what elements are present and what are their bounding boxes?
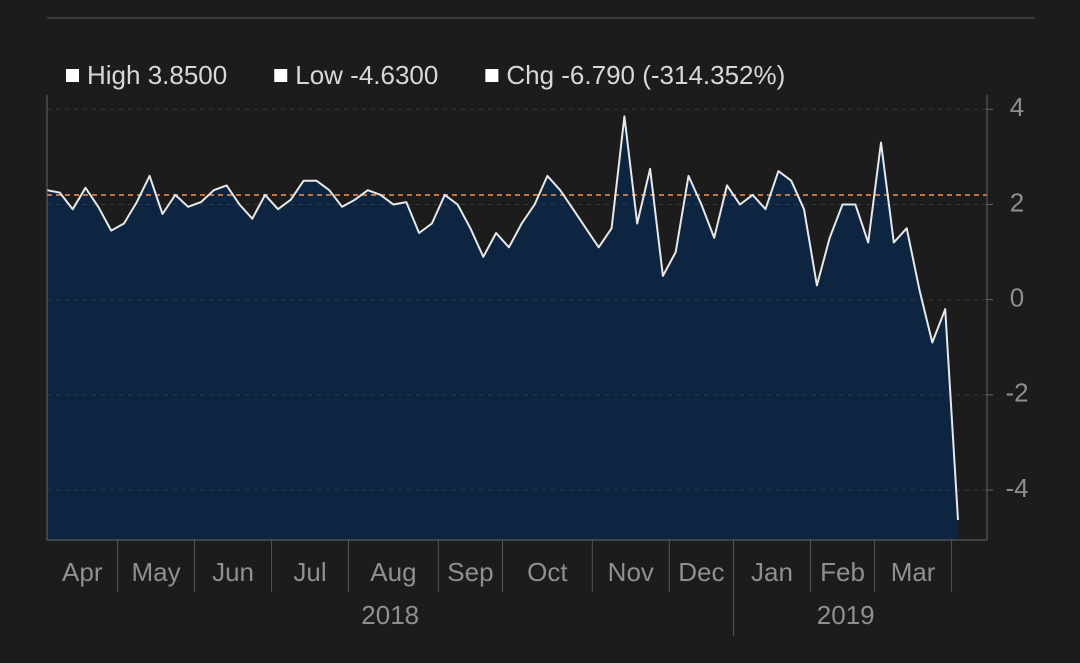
legend-entry: High 3.8500 (87, 60, 227, 90)
x-tick-label: Sep (447, 557, 493, 587)
legend-swatch (485, 69, 499, 82)
legend-swatch (66, 69, 79, 82)
year-label: 2019 (817, 600, 875, 630)
x-tick-label: Jun (212, 557, 254, 587)
legend-entry: Chg -6.790 (-314.352%) (506, 60, 785, 90)
x-tick-label: May (132, 557, 181, 587)
year-label: 2018 (361, 600, 419, 630)
x-tick-label: Mar (891, 557, 936, 587)
x-tick-label: Feb (820, 557, 865, 587)
x-tick-label: Dec (678, 557, 724, 587)
y-tick-label: 2 (1010, 187, 1024, 217)
area-fill (47, 116, 958, 541)
legend-entry: Low -4.6300 (295, 60, 438, 90)
x-tick-label: Apr (62, 557, 103, 587)
y-tick-label: -4 (1005, 473, 1028, 503)
x-tick-label: Nov (608, 557, 654, 587)
y-tick-label: -2 (1005, 378, 1028, 408)
y-tick-label: 4 (1010, 92, 1024, 122)
x-tick-label: Oct (527, 557, 568, 587)
line (46, 115, 959, 521)
x-tick-label: Aug (370, 557, 416, 587)
y-tick-label: 0 (1010, 283, 1024, 313)
x-tick-label: Jan (751, 557, 793, 587)
x-tick-label: Jul (293, 557, 326, 587)
legend-swatch (274, 69, 288, 82)
